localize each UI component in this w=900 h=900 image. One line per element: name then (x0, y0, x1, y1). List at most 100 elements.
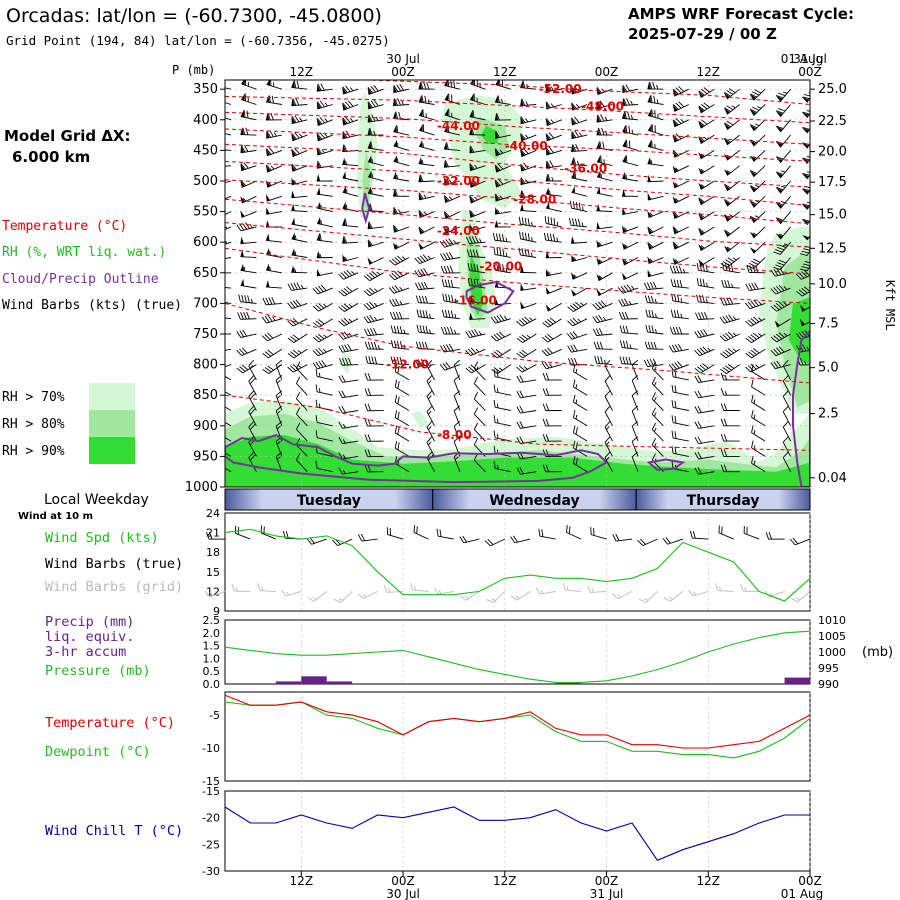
temperature-contour-label: -36.00 (564, 162, 607, 176)
barb-feather (448, 343, 454, 351)
barb-flag (698, 90, 704, 98)
wind-barb (240, 127, 257, 136)
barb-shaft (367, 161, 384, 167)
barb-feather (672, 241, 679, 248)
barb-feather (677, 294, 680, 302)
wind-barb (240, 162, 257, 172)
barb-feather (597, 114, 602, 122)
barb-feather (296, 376, 301, 384)
wind-barb (715, 583, 734, 592)
barb-feather (575, 442, 578, 450)
barb-flag (393, 125, 397, 133)
barb-feather (493, 247, 496, 255)
wind-barb (745, 282, 766, 292)
barb-feather (394, 364, 398, 372)
barb-feather (791, 597, 799, 603)
barb-flag (775, 141, 783, 148)
barb-shaft (225, 165, 232, 168)
barb-feather (803, 286, 810, 292)
barb-shaft (225, 85, 232, 90)
barb-feather (702, 263, 705, 272)
barb-feather (497, 163, 504, 170)
barb-half-feather (276, 379, 281, 384)
wind-barb (721, 279, 740, 289)
barb-feather (214, 226, 219, 233)
wind-barb (225, 85, 232, 90)
barb-flag (622, 111, 626, 119)
barb-feather (445, 239, 451, 246)
wind-barb (342, 100, 359, 111)
wind-barb (390, 325, 410, 335)
barb-shaft (266, 134, 282, 139)
barb-feather (345, 101, 351, 108)
barb-shaft (343, 104, 359, 111)
barb-shaft (316, 88, 333, 92)
wind-barb (542, 464, 562, 473)
barb-half-feather (556, 221, 559, 227)
barb-feather (495, 233, 499, 241)
barb-feather (745, 283, 750, 291)
barb-shaft (367, 147, 384, 151)
barb-shaft (753, 119, 766, 132)
barb-feather (574, 130, 580, 138)
barb-shaft (809, 395, 810, 411)
barb-shaft (225, 448, 232, 457)
barb-feather (648, 325, 651, 333)
wind-barb (671, 384, 689, 396)
barb-feather (491, 352, 498, 359)
barb-flag (545, 133, 551, 141)
wind-barb (594, 355, 613, 366)
barb-half-feather (261, 586, 264, 591)
barb-feather (675, 133, 682, 140)
barb-feather (647, 295, 651, 303)
barb-feather (465, 349, 471, 356)
barb-half-feather (376, 271, 381, 276)
barb-feather (653, 341, 657, 350)
wind-barb (545, 146, 562, 156)
barb-feather (366, 289, 373, 295)
barb-feather (343, 331, 350, 338)
barb-flag (622, 155, 626, 163)
barb-shaft (545, 193, 562, 197)
barb-half-feather (729, 214, 734, 218)
barb-feather (423, 281, 428, 289)
barb-feather (725, 365, 732, 371)
barb-feather (637, 539, 644, 546)
barb-feather (662, 538, 669, 545)
barb-feather (217, 225, 222, 232)
barb-feather (266, 148, 272, 155)
barb-feather (651, 325, 654, 333)
y-tick-label: -15 (202, 785, 220, 798)
barb-feather (604, 436, 611, 443)
wind-barb (671, 430, 689, 442)
wind-barb (225, 239, 232, 248)
barb-flag (342, 236, 346, 244)
barb-feather (527, 233, 530, 241)
wind-barb (651, 438, 664, 457)
barb-half-feather (454, 313, 457, 319)
barb-shaft (604, 365, 613, 381)
barb-half-feather (399, 300, 403, 305)
barb-flag (367, 87, 372, 95)
wind-barb (799, 257, 810, 272)
rh-legend-swatch-80 (89, 410, 135, 437)
barb-shaft (779, 88, 791, 102)
height-tick-label: 17.5 (818, 175, 847, 190)
wind-barb (444, 177, 461, 186)
barb-shaft (367, 226, 384, 230)
barb-feather (396, 84, 402, 92)
cloud-outline (646, 458, 686, 471)
barb-half-feather (269, 266, 272, 271)
barb-feather (436, 528, 439, 537)
barb-shaft (647, 272, 664, 278)
barb-half-feather (731, 283, 734, 288)
barb-feather (290, 336, 297, 342)
barb-feather (545, 101, 552, 109)
bottom-date-label: 01 Aug (781, 887, 824, 900)
wind-barb (751, 364, 766, 381)
wind-barb (545, 201, 562, 213)
barb-feather (473, 407, 479, 415)
barb-feather (347, 100, 354, 107)
barb-feather (399, 326, 403, 334)
barb-feather (672, 119, 679, 126)
